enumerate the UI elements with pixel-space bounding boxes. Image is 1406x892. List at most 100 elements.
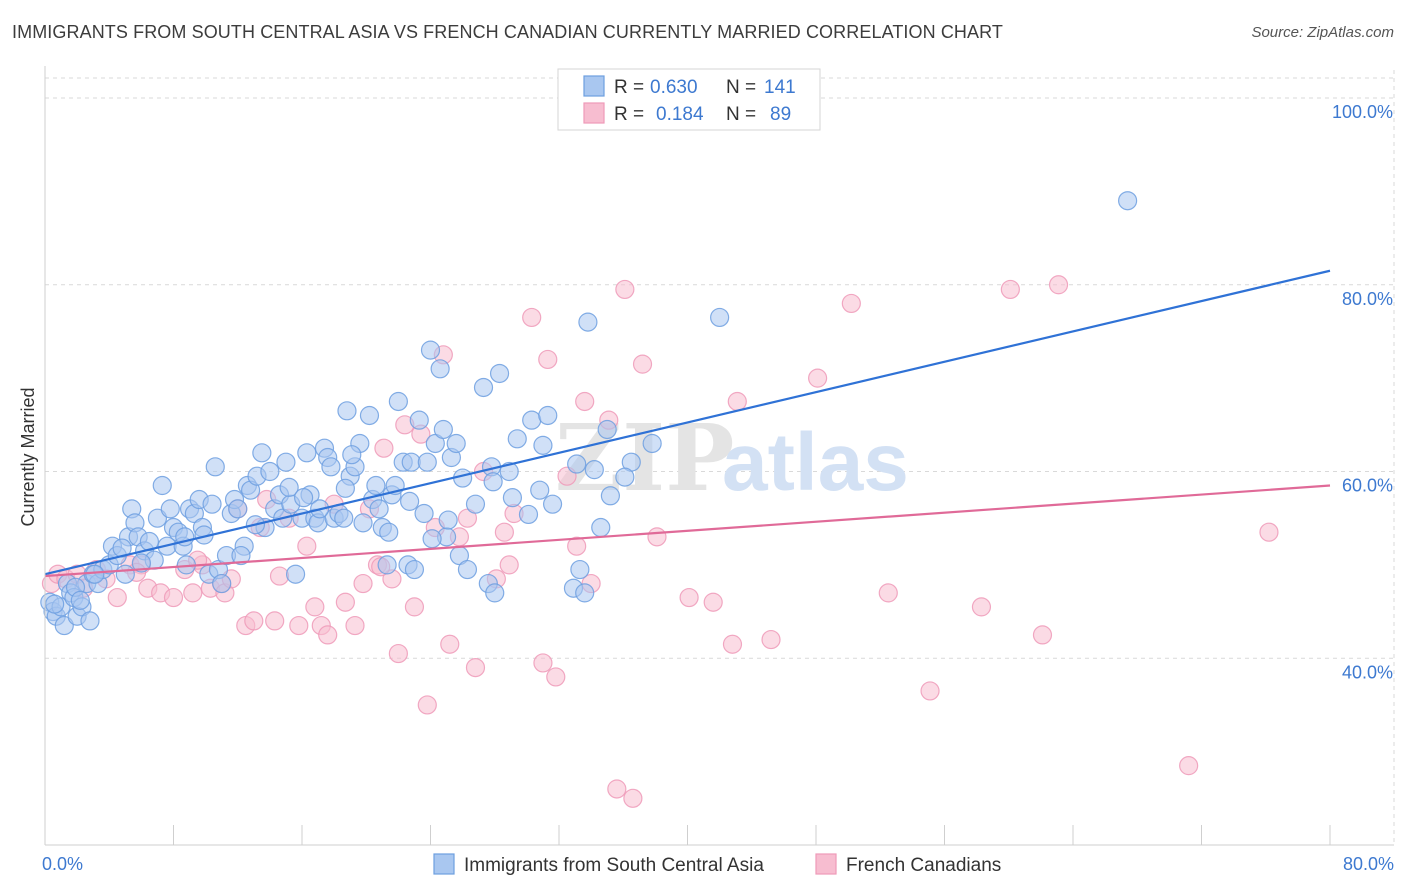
- scatter-point-blue: [388, 391, 408, 412]
- scatter-point-blue: [615, 467, 635, 487]
- legend-r-value-pink: 0.184: [656, 104, 704, 125]
- scatter-point-pink: [440, 634, 460, 654]
- scatter-point-blue: [499, 461, 519, 482]
- scatter-point-blue: [414, 503, 434, 524]
- scatter-point-blue: [483, 472, 503, 492]
- scatter-point-blue: [369, 499, 389, 519]
- scatter-point-pink: [374, 438, 394, 458]
- scatter-point-blue: [321, 457, 341, 477]
- scatter-point-blue: [422, 529, 442, 549]
- scatter-point-blue: [433, 419, 453, 440]
- scatter-point-pink: [567, 536, 587, 556]
- scatter-point-blue: [80, 611, 100, 631]
- top-legend: R = 0.630 N = 141 R = 0.184 N = 89: [557, 68, 821, 131]
- legend-n-value-blue: 141: [764, 77, 796, 98]
- legend-n-label-pink: N =: [726, 104, 756, 125]
- scatter-point-blue: [294, 488, 314, 508]
- scatter-point-blue: [260, 461, 280, 482]
- scatter-point-blue: [518, 504, 539, 525]
- scatter-point-pink: [971, 597, 992, 617]
- scatter-point-blue: [485, 583, 505, 603]
- bottom-legend: Immigrants from South Central Asia Frenc…: [433, 853, 1001, 876]
- scatter-point-blue: [710, 307, 730, 328]
- scatter-point-blue: [152, 475, 172, 496]
- scatter-point-pink: [920, 681, 940, 701]
- scatter-point-blue: [202, 494, 222, 514]
- trend-line-pink: [44, 484, 1331, 578]
- y-tick-label: 80.0%: [1342, 289, 1393, 309]
- scatter-point-blue: [160, 499, 180, 519]
- scatter-point-blue: [642, 433, 662, 454]
- scatter-point-pink: [265, 611, 285, 631]
- x-tick-label-min: 0.0%: [42, 854, 83, 874]
- watermark: ZIP atlas: [555, 404, 909, 512]
- scatter-point-blue: [502, 488, 523, 508]
- scatter-point-blue: [228, 499, 248, 519]
- scatter-point-pink: [727, 391, 747, 412]
- source-label: Source: ZipAtlas.com: [1251, 24, 1394, 41]
- y-tick-label: 100.0%: [1332, 102, 1393, 122]
- scatter-point-pink: [335, 592, 355, 612]
- scatter-point-blue: [147, 508, 168, 528]
- legend-swatch-blue: [583, 75, 605, 97]
- scatter-point-pink: [318, 625, 338, 645]
- scatter-point-blue: [131, 553, 151, 573]
- x-tick-label-max: 80.0%: [1343, 854, 1394, 874]
- scatter-point-pink: [183, 583, 203, 603]
- scatter-point-blue: [205, 457, 225, 477]
- scatter-point-blue: [359, 405, 380, 426]
- scatter-point-pink: [1000, 279, 1020, 300]
- scatter-point-pink: [533, 653, 553, 673]
- scatter-point-blue: [85, 564, 105, 584]
- scatter-point-blue: [600, 486, 621, 506]
- scatter-point-pink: [575, 391, 595, 412]
- scatter-point-pink: [404, 597, 425, 617]
- scatter-point-blue: [379, 522, 399, 542]
- legend-r-label-blue: R =: [614, 77, 644, 98]
- scatter-point-blue: [353, 513, 373, 533]
- scatter-point-blue: [457, 559, 478, 580]
- scatter-point-pink: [1032, 625, 1053, 645]
- scatter-point-blue: [276, 452, 296, 472]
- scatter-point-pink: [244, 611, 264, 631]
- scatter-point-pink: [465, 657, 486, 678]
- scatter-point-pink: [538, 349, 558, 370]
- scatter-point-pink: [703, 592, 723, 612]
- scatter-point-blue: [430, 359, 450, 379]
- scatter-point-blue: [507, 429, 527, 449]
- scatter-point-blue: [597, 419, 617, 440]
- scatter-point-pink: [615, 279, 635, 300]
- y-axis-title: Currently Married: [18, 387, 38, 526]
- scatter-point-blue: [297, 443, 317, 463]
- scatter-point-pink: [522, 307, 542, 328]
- bottom-legend-swatch-blue: [433, 853, 455, 875]
- scatter-point-blue: [473, 377, 494, 398]
- scatter-point-pink: [722, 634, 743, 654]
- scatter-point-pink: [345, 615, 365, 636]
- scatter-point-blue: [409, 410, 429, 430]
- scatter-point-pink: [632, 354, 653, 374]
- bottom-legend-label-pink: French Canadians: [846, 855, 1001, 876]
- legend-swatch-pink: [583, 102, 605, 124]
- scatter-point-pink: [1048, 275, 1069, 295]
- scatter-point-blue: [591, 517, 611, 538]
- scatter-point-blue: [366, 475, 386, 496]
- scatter-point-blue: [420, 340, 441, 360]
- scatter-point-blue: [334, 508, 354, 528]
- scatter-point-blue: [567, 454, 587, 474]
- points-layer: [40, 191, 1279, 808]
- scatter-point-blue: [575, 583, 595, 603]
- scatter-point-pink: [388, 643, 408, 664]
- scatter-point-pink: [841, 293, 861, 314]
- scatter-point-blue: [542, 494, 563, 514]
- scatter-point-blue: [212, 573, 232, 594]
- bottom-legend-label-blue: Immigrants from South Central Asia: [464, 855, 764, 876]
- scatter-point-blue: [335, 478, 355, 498]
- scatter-point-blue: [438, 510, 458, 530]
- scatter-point-blue: [337, 401, 357, 421]
- legend-r-label-pink: R =: [614, 104, 644, 125]
- scatter-point-pink: [269, 566, 290, 586]
- scatter-point-pink: [647, 527, 667, 547]
- y-tick-label: 60.0%: [1342, 476, 1393, 496]
